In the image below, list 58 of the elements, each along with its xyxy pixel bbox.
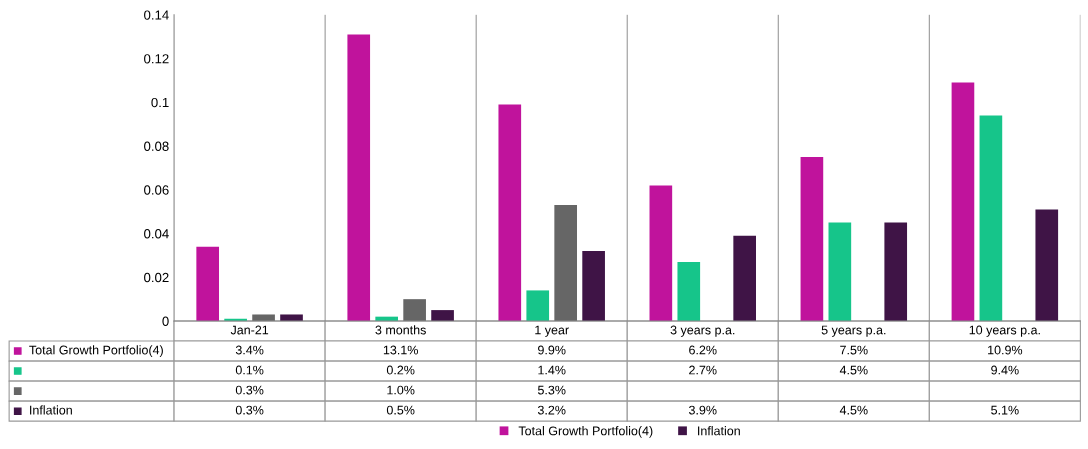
data-label: 5.3%	[537, 385, 566, 395]
bar	[554, 205, 578, 322]
x-tick-label: 10 years p.a.	[969, 325, 1040, 337]
data-label: 0.3%	[235, 385, 264, 395]
y-tick-label: 0	[162, 316, 169, 326]
data-label: 7.5%	[840, 345, 868, 355]
x-tick-label: 1 year	[535, 325, 569, 337]
y-tick-label: 0.08	[144, 141, 169, 151]
y-tick-label: 0.02	[144, 272, 169, 283]
y-tick-label: 0.14	[144, 10, 169, 20]
data-label: 9.4%	[991, 365, 1019, 375]
data-label: 1.4%	[538, 365, 566, 375]
bar	[280, 314, 303, 322]
bar	[951, 82, 975, 322]
bar	[196, 246, 220, 322]
y-tick-label: 0.04	[144, 229, 169, 239]
y-tick-label: 0.06	[144, 185, 169, 195]
bar	[526, 290, 550, 322]
bar	[403, 299, 426, 322]
data-label: 0.2%	[386, 365, 415, 375]
bar	[884, 222, 908, 322]
text: Total Growth Portfolio(4)	[518, 426, 653, 438]
legend-label: Total Growth Portfolio(4)	[29, 345, 163, 357]
data-label: 4.5%	[839, 365, 868, 375]
bar	[649, 185, 673, 322]
data-label: 4.5%	[839, 405, 868, 415]
data-label: 9.9%	[538, 345, 566, 355]
bar	[431, 310, 454, 322]
text: Inflation	[30, 405, 72, 415]
bar	[1035, 209, 1059, 322]
x-tick-label: 3 months	[375, 325, 426, 335]
x-tick-label: 5 years p.a.	[821, 325, 886, 337]
data-label: 10.9%	[988, 345, 1023, 355]
bar	[252, 314, 275, 322]
bar	[979, 115, 1003, 322]
bar	[582, 251, 605, 322]
data-label: 13.1%	[383, 345, 418, 355]
data-label: 5.1%	[991, 405, 1019, 415]
bar	[828, 222, 852, 322]
data-label: 2.7%	[689, 365, 717, 375]
data-label: 0.3%	[235, 405, 264, 415]
data-label: 3.9%	[688, 405, 717, 415]
data-label: 0.5%	[386, 405, 415, 415]
x-tick-label: Jan-21	[230, 325, 269, 335]
x-tick-label: 3 years p.a.	[670, 325, 735, 337]
data-label: 6.2%	[689, 345, 717, 355]
data-label: 3.2%	[537, 405, 566, 415]
data-label: 3.4%	[235, 345, 264, 355]
data-label: 1.0%	[387, 385, 415, 395]
bar	[498, 104, 522, 322]
data-label: 0.1%	[235, 365, 264, 375]
y-tick-label: 0.1	[151, 97, 169, 108]
bar	[733, 235, 756, 322]
bar	[677, 261, 701, 322]
legend-label: Inflation	[698, 426, 740, 436]
bar	[347, 34, 371, 322]
y-tick-label: 0.12	[144, 54, 169, 64]
bar	[800, 156, 824, 322]
